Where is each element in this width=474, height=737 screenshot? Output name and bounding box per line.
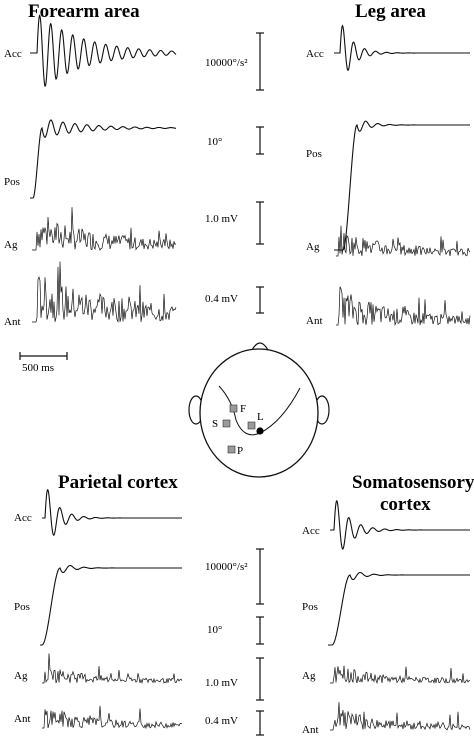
site-square-f [229,404,238,413]
label-pos-forearm: Pos [4,176,20,188]
trace-ag-somatosensory [330,665,471,685]
label-ag-parietal: Ag [14,670,28,682]
scale-bars-top [256,32,264,314]
title-somatosensory-line2: cortex [380,494,431,515]
label-acc-somatosensory: Acc [302,525,320,537]
label-acc-leg: Acc [306,48,324,60]
trace-acc-somatosensory [330,500,470,550]
label-ag-leg: Ag [306,241,320,253]
site-square-s [222,419,231,428]
site-label-s: S [212,418,218,430]
trace-ant-parietal [42,705,183,730]
label-acc-parietal: Acc [14,512,32,524]
scale-label-acc-top: 10000°/s² [205,57,248,69]
scale-label-ag-top: 1.0 mV [205,213,238,225]
trace-ag-leg [336,225,471,257]
head-map: F S L P [188,342,330,478]
trace-ag-forearm [32,207,177,251]
trace-acc-leg [334,24,470,72]
scale-label-acc-bottom: 10000°/s² [205,561,248,573]
trace-pos-parietal [40,564,182,646]
label-ag-forearm: Ag [4,239,18,251]
scale-label-pos-bottom: 10° [207,624,222,636]
label-ant-leg: Ant [306,315,323,327]
label-pos-parietal: Pos [14,601,30,613]
scale-bars-bottom [256,548,264,736]
label-ant-parietal: Ant [14,713,31,725]
traces [30,14,471,731]
trace-pos-forearm [30,119,176,199]
head-nose [251,342,269,351]
site-square-l [247,421,256,430]
label-pos-leg: Pos [306,148,322,160]
time-scale-bar [19,352,68,360]
head-outline [199,348,319,478]
time-scale-label: 500 ms [22,362,54,374]
trace-ant-somatosensory [330,702,471,731]
trace-ag-parietal [42,653,183,685]
title-parietal-cortex: Parietal cortex [58,472,178,493]
trace-acc-forearm [30,14,177,87]
label-ant-forearm: Ant [4,316,21,328]
label-ag-somatosensory: Ag [302,670,316,682]
label-ant-somatosensory: Ant [302,724,319,736]
title-somatosensory-line1: Somatosensory [352,472,474,493]
trace-ant-leg [336,286,471,327]
trace-pos-leg [334,120,470,251]
scale-label-ant-bottom: 0.4 mV [205,715,238,727]
central-sulcus [218,385,301,436]
site-label-f: F [240,403,246,415]
title-forearm-area: Forearm area [28,1,140,22]
site-label-p: P [237,445,243,457]
site-label-l: L [257,411,264,423]
label-acc-forearm: Acc [4,48,22,60]
scale-label-ant-top: 0.4 mV [205,293,238,305]
scale-label-pos-top: 10° [207,136,222,148]
trace-ant-forearm [32,261,177,324]
scale-label-ag-bottom: 1.0 mV [205,677,238,689]
site-dot-stimulus [256,427,264,435]
trace-pos-somatosensory [328,571,470,646]
label-pos-somatosensory: Pos [302,601,318,613]
title-leg-area: Leg area [355,1,426,22]
trace-acc-parietal [42,489,182,536]
site-square-p [227,445,236,454]
